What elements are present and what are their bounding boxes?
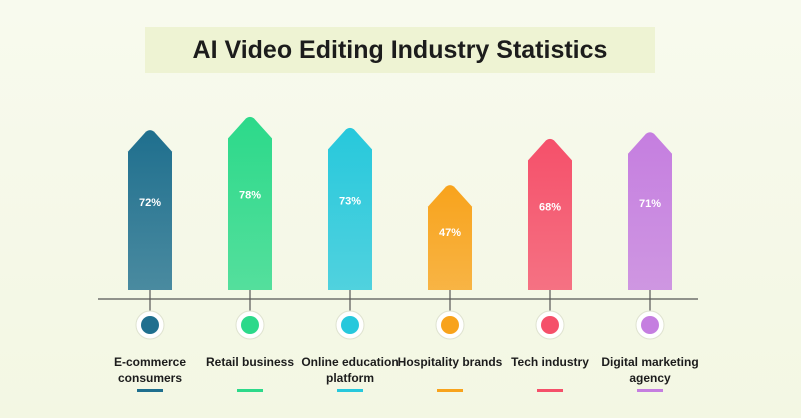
category-label: Tech industry — [511, 355, 589, 369]
marker-dot — [141, 316, 159, 334]
bar — [428, 185, 472, 290]
category-label: E-commerce consumers — [113, 355, 187, 385]
underline — [237, 389, 263, 392]
value-label: 47% — [439, 227, 461, 239]
underline — [637, 389, 663, 392]
underline — [337, 389, 363, 392]
marker-dot — [441, 316, 459, 334]
underline — [537, 389, 563, 392]
category-label: Digital marketing agency — [601, 355, 699, 385]
chart-title: AI Video Editing Industry Statistics — [145, 27, 655, 73]
bar — [128, 130, 172, 290]
bar — [228, 116, 272, 291]
underline — [437, 389, 463, 392]
bar — [628, 132, 672, 290]
value-label: 73% — [339, 196, 361, 208]
category-label: Hospitality brands — [397, 355, 503, 369]
marker-dot — [641, 316, 659, 334]
marker-dot — [541, 316, 559, 334]
value-label: 71% — [639, 198, 661, 210]
underline — [137, 389, 163, 392]
bar — [528, 138, 572, 290]
category-label: Online education platform — [301, 355, 399, 385]
bar — [328, 127, 372, 290]
value-label: 68% — [539, 202, 561, 214]
marker-dot — [241, 316, 259, 334]
category-label: Retail business — [205, 355, 295, 369]
marker-dot — [341, 316, 359, 334]
value-label: 78% — [239, 190, 261, 202]
value-label: 72% — [139, 197, 161, 209]
